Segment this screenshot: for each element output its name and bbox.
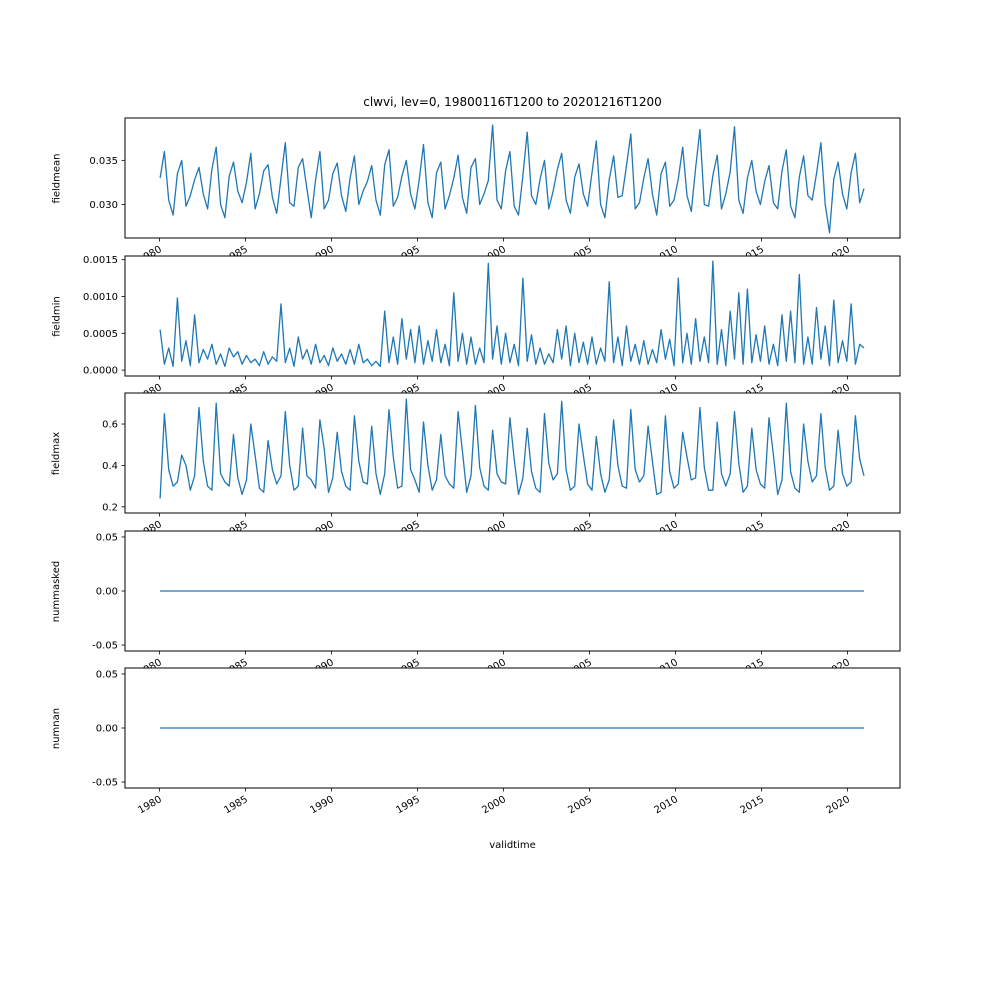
y-tick-label: 0.6 (102, 420, 118, 431)
x-tick-label: 2000 (480, 794, 508, 816)
data-line-fieldmean (159, 124, 865, 234)
y-axis-label-text: numnan (51, 707, 63, 749)
y-tick-label: 0.0000 (83, 366, 118, 377)
y-axis-label-text: fieldmin (51, 295, 63, 337)
y-axis-label-text: nummasked (51, 560, 63, 622)
y-tick-label: 0.0015 (83, 255, 118, 266)
y-axis-label-text: fieldmax (51, 431, 63, 475)
subplot-nummasked: 198019851990199520002005201020152020-0.0… (92, 530, 901, 679)
x-tick-label: 2020 (824, 794, 852, 816)
y-axis-label-text: fieldmean (51, 153, 63, 203)
x-tick-label: 1985 (222, 794, 250, 816)
y-tick-label: 0.00 (96, 587, 118, 598)
y-axis-label-nummasked: nummasked (41, 531, 73, 651)
numnan-plot: 1980 1985 1990 1995 2000 2005 2010 2015 2020 -0.0… (92, 667, 901, 816)
nummasked-plot: 198019851990199520002005201020152020-0.0… (92, 530, 901, 679)
y-tick-label: 0.00 (96, 724, 118, 735)
subplot-numnan: 1980 1985 1990 1995 2000 2005 2010 2015 2020 -0.0… (92, 667, 901, 816)
y-tick-label: 0.0010 (83, 292, 118, 303)
y-tick-label: 0.05 (96, 532, 118, 543)
y-tick-label: 0.035 (89, 156, 118, 167)
y-tick-label: 0.05 (96, 669, 118, 680)
x-axis-label: validtime (489, 840, 536, 851)
y-tick-label: 0.2 (102, 502, 118, 513)
y-axis-label-fieldmean: fieldmean (41, 118, 73, 238)
fieldmax-plot: 1980 1985 1990 1995 2000 2005 2010 2015 20200.20… (102, 392, 901, 541)
subplot-fieldmin: 1980198519901995200020052010201520200.00… (83, 255, 901, 404)
y-tick-label: 0.030 (89, 200, 118, 211)
subplot-fieldmax: 1980 1985 1990 1995 2000 2005 2010 2015 2020 0.2 0… (102, 392, 901, 541)
y-axis-label-numnan: numnan (41, 668, 73, 788)
subplot-fieldmean: 1980 1985 1990 1995 2000 2005 2010 2015 2020 0.03… (89, 117, 901, 266)
x-tick-label: 2015 (738, 794, 766, 816)
data-line-fieldmin (159, 260, 865, 368)
y-axis-label-fieldmax: fieldmax (41, 393, 73, 513)
y-tick-label: 0.4 (102, 461, 118, 472)
y-axis-label-fieldmin: fieldmin (41, 256, 73, 376)
x-tick-label: 1995 (394, 794, 422, 816)
x-tick-label: 1990 (308, 794, 336, 816)
x-tick-label: 2005 (566, 794, 594, 816)
y-tick-label: -0.05 (92, 641, 118, 652)
x-tick-label: 2010 (652, 794, 680, 816)
chart-title: clwvi, lev=0, 19800116T1200 to 20201216T… (363, 95, 662, 109)
axes-frame (124, 255, 901, 377)
data-line-fieldmax (159, 398, 865, 499)
y-tick-label: 0.0005 (83, 329, 118, 340)
y-tick-label: -0.05 (92, 778, 118, 789)
x-tick-label: 1980 (136, 794, 164, 816)
fieldmin-plot: 1980198519901995200020052010201520200.00… (83, 255, 901, 404)
fieldmean-plot: 1980 1985 1990 1995 2000 2005 2010 2015 20200.03… (89, 117, 901, 266)
